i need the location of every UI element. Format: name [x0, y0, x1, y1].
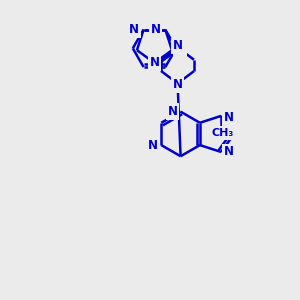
Text: N: N: [151, 23, 161, 36]
Text: N: N: [172, 78, 183, 92]
Text: CH₃: CH₃: [212, 128, 234, 138]
Text: N: N: [149, 56, 160, 69]
Text: N: N: [224, 111, 234, 124]
Text: N: N: [175, 44, 185, 57]
Text: N: N: [129, 23, 139, 36]
Text: N: N: [224, 146, 234, 158]
Text: N: N: [168, 105, 178, 118]
Text: N: N: [148, 139, 158, 152]
Text: N: N: [172, 40, 183, 52]
